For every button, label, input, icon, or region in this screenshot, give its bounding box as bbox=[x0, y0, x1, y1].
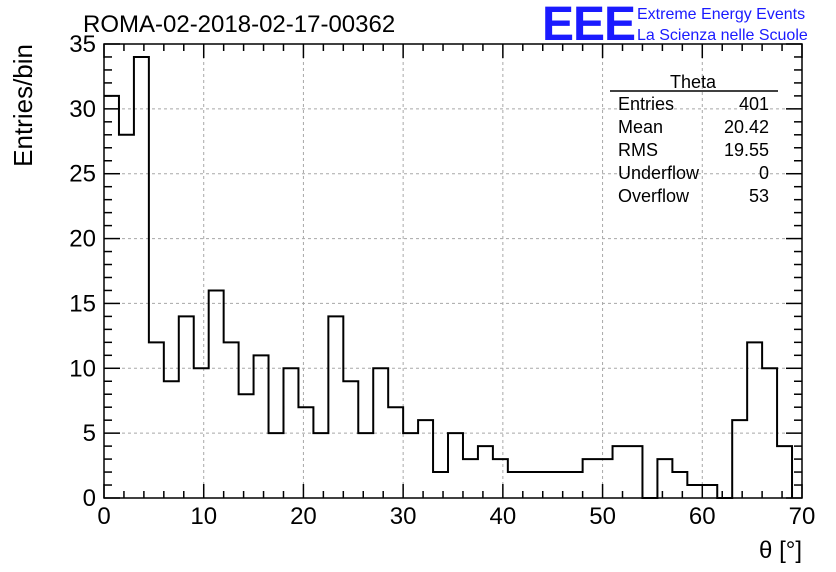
stat-value: 0 bbox=[759, 163, 769, 183]
brand-line-2: La Scienza nelle Scuole bbox=[637, 27, 808, 44]
stats-box-title: Theta bbox=[670, 72, 717, 92]
axis-ticks bbox=[103, 43, 803, 499]
stat-label: Underflow bbox=[618, 163, 700, 183]
stat-label: RMS bbox=[618, 140, 658, 160]
stat-label: Entries bbox=[618, 94, 674, 114]
histogram-line bbox=[104, 55, 794, 499]
x-tick-label: 0 bbox=[97, 503, 110, 530]
plot-frame bbox=[103, 43, 803, 499]
x-tick-label: 20 bbox=[290, 503, 317, 530]
y-tick-label: 15 bbox=[69, 290, 96, 317]
x-tick-labels: 0 10 20 30 40 50 60 70 bbox=[97, 503, 815, 530]
x-tick-label: 70 bbox=[789, 503, 816, 530]
y-tick-labels: 0 5 10 15 20 25 30 35 bbox=[69, 31, 96, 512]
y-tick-label: 10 bbox=[69, 355, 96, 382]
stat-value: 53 bbox=[749, 186, 769, 206]
y-tick-label: 20 bbox=[69, 226, 96, 253]
stat-value: 20.42 bbox=[724, 117, 769, 137]
x-tick-label: 60 bbox=[689, 503, 716, 530]
y-tick-label: 5 bbox=[83, 420, 96, 447]
x-axis-label: θ [°] bbox=[759, 537, 802, 564]
y-tick-label: 35 bbox=[69, 31, 96, 58]
stats-box: Theta Entries 401 Mean 20.42 RMS 19.55 U… bbox=[610, 72, 778, 206]
eee-logo: EEE Extreme Energy Events La Scienza nel… bbox=[542, 0, 808, 51]
x-tick-label: 50 bbox=[589, 503, 616, 530]
x-tick-label: 30 bbox=[390, 503, 417, 530]
y-tick-label: 0 bbox=[83, 485, 96, 512]
x-tick-label: 10 bbox=[190, 503, 217, 530]
y-axis-label: Entries/bin bbox=[8, 44, 38, 167]
eee-logo-text: EEE bbox=[542, 0, 635, 51]
run-title: ROMA-02-2018-02-17-00362 bbox=[83, 11, 395, 38]
stat-value: 19.55 bbox=[724, 140, 769, 160]
y-tick-label: 30 bbox=[69, 96, 96, 123]
stat-value: 401 bbox=[739, 94, 769, 114]
x-tick-label: 40 bbox=[490, 503, 517, 530]
stat-label: Overflow bbox=[618, 186, 690, 206]
y-tick-label: 25 bbox=[69, 161, 96, 188]
brand-line-1: Extreme Energy Events bbox=[637, 6, 805, 23]
stat-label: Mean bbox=[618, 117, 663, 137]
grid bbox=[104, 44, 802, 498]
